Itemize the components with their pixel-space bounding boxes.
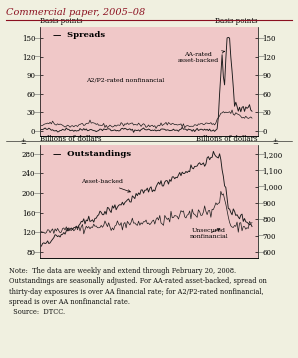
Text: Unsecured
nonfinancial: Unsecured nonfinancial — [189, 228, 228, 239]
Text: —: — — [33, 53, 40, 61]
Text: —: — — [258, 53, 265, 61]
Text: Asset-backed: Asset-backed — [81, 179, 130, 192]
Text: —: — — [33, 34, 40, 42]
Text: Basis points: Basis points — [215, 17, 258, 25]
Text: +: + — [21, 139, 26, 144]
Text: —: — — [258, 108, 265, 116]
Text: −: − — [20, 140, 26, 148]
Text: Basis points: Basis points — [40, 17, 83, 25]
Text: —: — — [33, 189, 40, 197]
Text: —: — — [258, 150, 265, 158]
Text: —: — — [33, 248, 40, 256]
Text: —: — — [258, 183, 265, 190]
Text: —: — — [33, 169, 40, 178]
Text: —: — — [258, 248, 265, 256]
Text: —: — — [33, 150, 40, 158]
Text: —  Spreads: — Spreads — [53, 31, 105, 39]
Text: —: — — [33, 127, 40, 135]
Text: —: — — [33, 71, 40, 79]
Text: A2/P2-rated nonfinancial: A2/P2-rated nonfinancial — [86, 77, 164, 82]
Text: —: — — [258, 90, 265, 98]
Text: —  Outstandings: — Outstandings — [53, 150, 131, 158]
Text: —: — — [258, 34, 265, 42]
Text: —: — — [258, 127, 265, 135]
Text: —: — — [258, 166, 265, 174]
Text: Billions of dollars: Billions of dollars — [196, 135, 258, 143]
Text: AA-rated
asset-backed: AA-rated asset-backed — [178, 51, 225, 63]
Text: —: — — [258, 232, 265, 240]
Text: Note:  The data are weekly and extend through February 20, 2008.
Outstandings ar: Note: The data are weekly and extend thr… — [9, 267, 267, 316]
Text: Commercial paper, 2005–08: Commercial paper, 2005–08 — [6, 8, 145, 17]
Text: —: — — [33, 108, 40, 116]
Text: —: — — [33, 90, 40, 98]
Text: Billions of dollars: Billions of dollars — [40, 135, 102, 143]
Text: —: — — [33, 209, 40, 217]
Text: —: — — [33, 228, 40, 236]
Text: —: — — [258, 215, 265, 223]
Text: −: − — [272, 140, 278, 148]
Text: —: — — [258, 199, 265, 207]
Text: —: — — [258, 71, 265, 79]
Text: +: + — [272, 139, 277, 144]
